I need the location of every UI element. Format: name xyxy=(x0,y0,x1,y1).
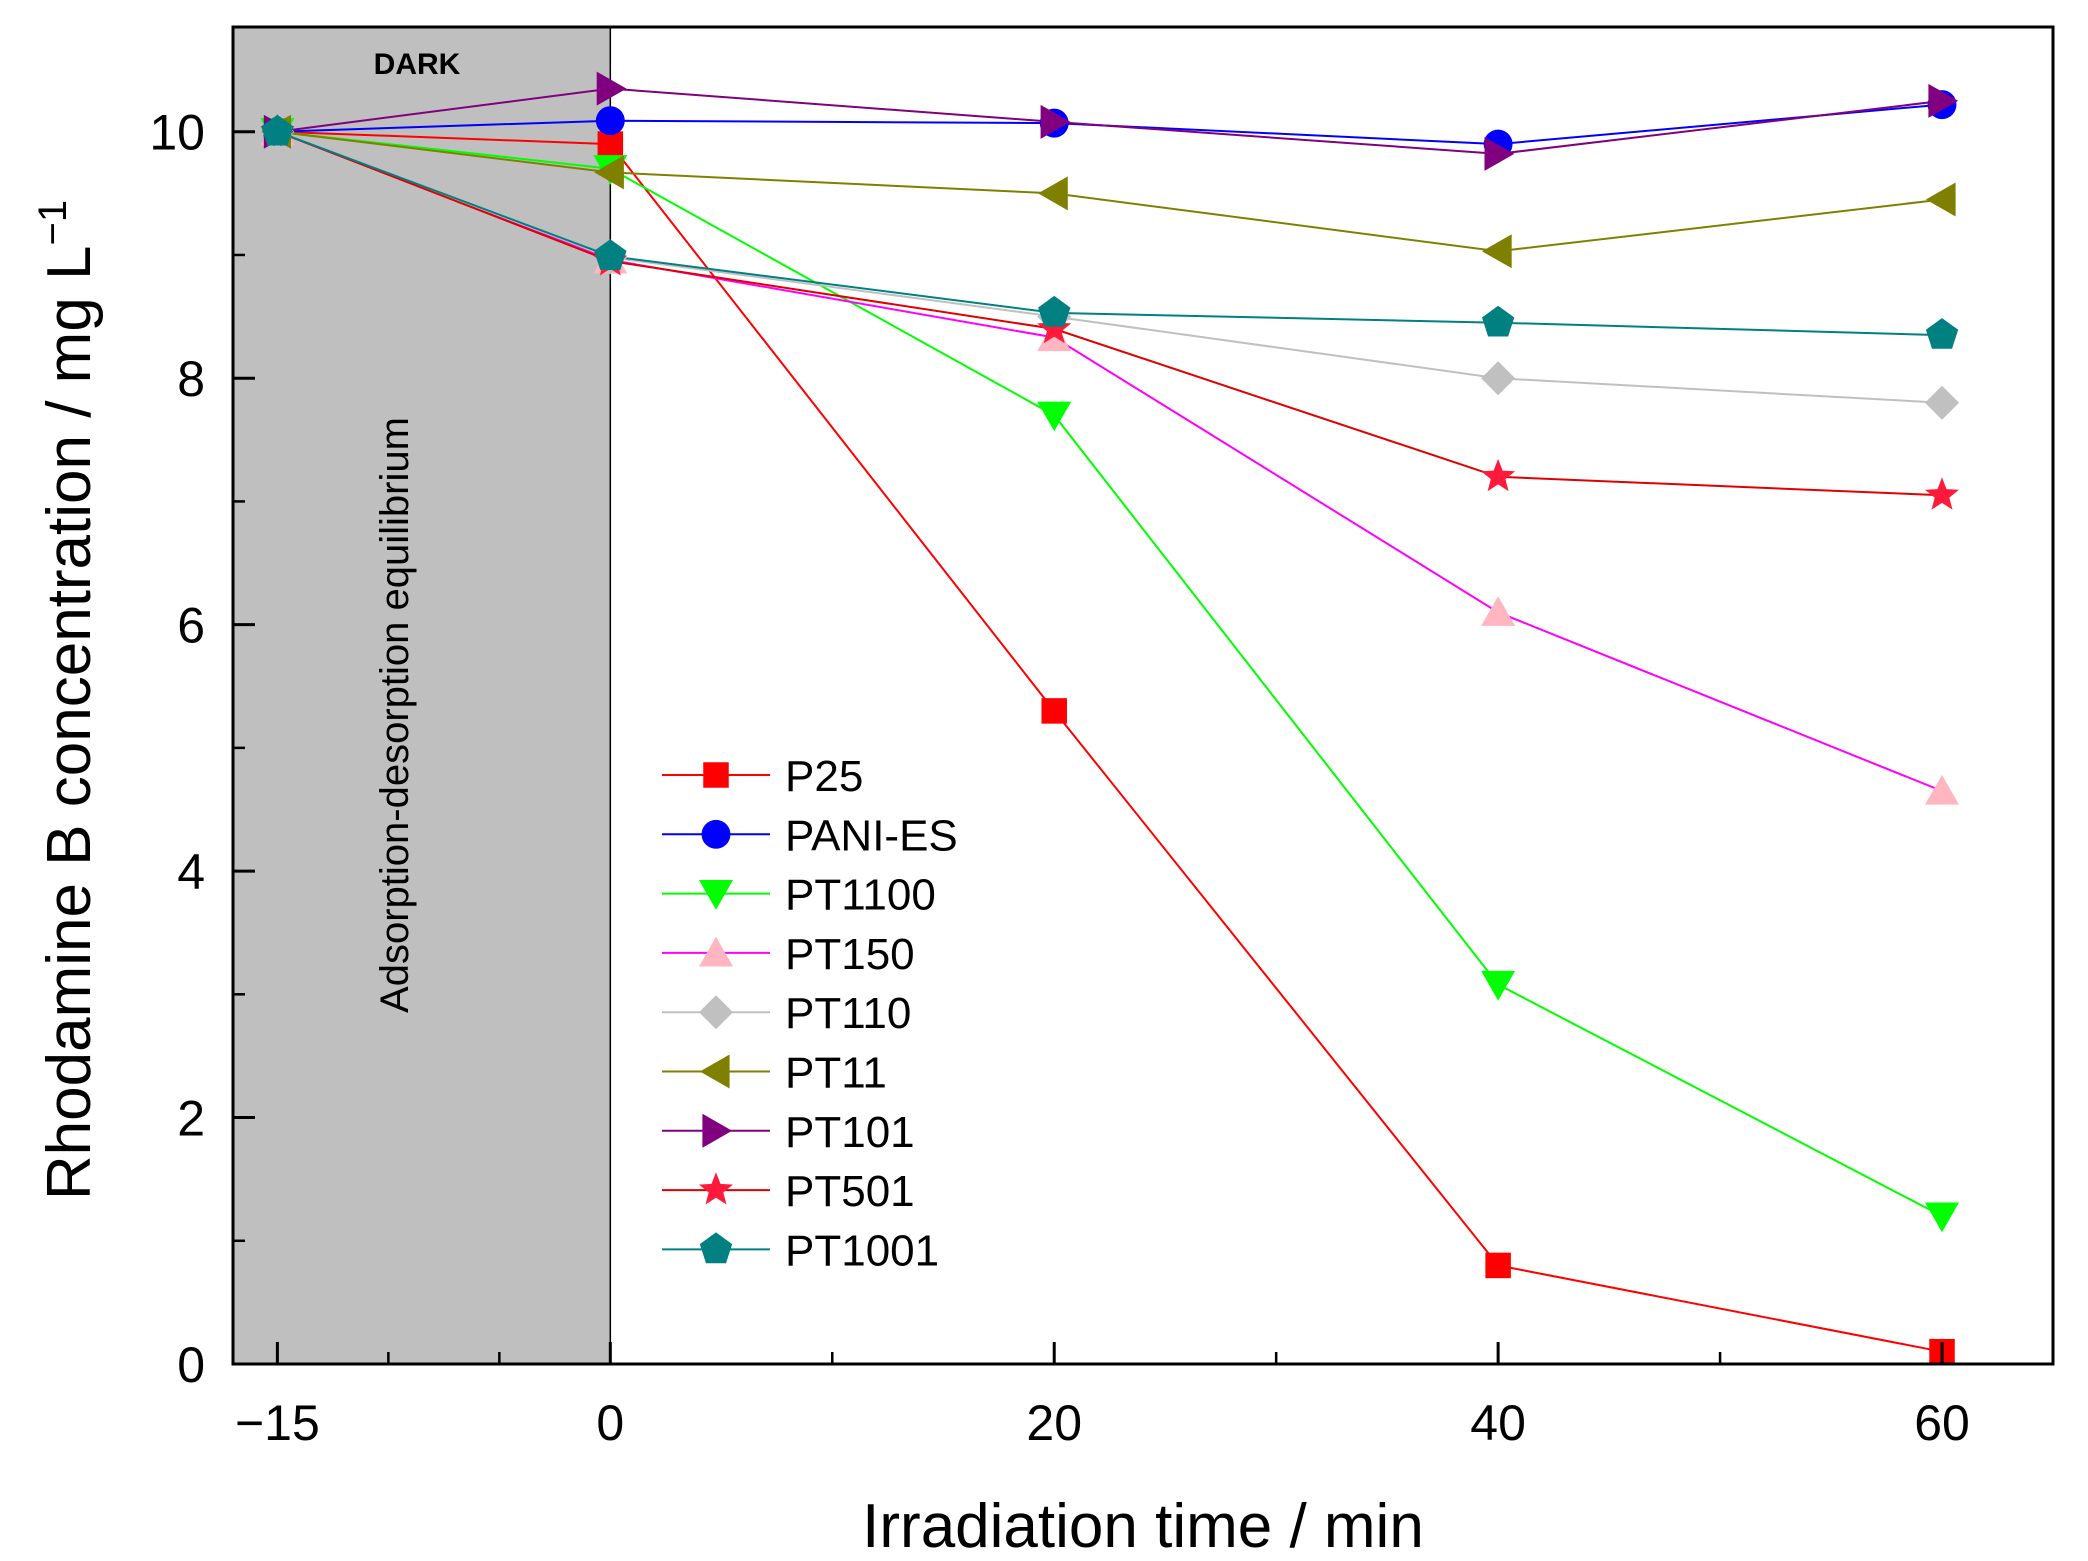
x-axis-title: Irradiation time / min xyxy=(862,1492,1424,1561)
data-point xyxy=(596,71,627,106)
equilibrium-annotation: Adsorption-desorption equilibrium xyxy=(373,417,417,1013)
data-point xyxy=(1925,182,1956,217)
y-tick-label: 6 xyxy=(177,598,205,654)
data-point xyxy=(594,155,624,190)
legend-label: PT101 xyxy=(785,1108,915,1157)
y-axis-title-text: Rhodamine B concentration / mg L xyxy=(35,245,104,1200)
legend-item: PANI-ES xyxy=(662,811,958,860)
data-point xyxy=(1038,176,1068,211)
data-point xyxy=(1925,477,1959,510)
legend-label: PT11 xyxy=(785,1049,887,1098)
y-tick-label: 8 xyxy=(177,351,205,407)
legend-item: PT150 xyxy=(662,930,915,979)
data-point xyxy=(1041,698,1067,724)
legend-item: PT11 xyxy=(662,1049,887,1098)
legend-marker xyxy=(699,995,733,1030)
legend-item: PT101 xyxy=(662,1108,915,1157)
data-point xyxy=(261,114,294,146)
legend-label: PT1100 xyxy=(785,871,936,920)
data-point xyxy=(1484,136,1515,171)
legend-marker xyxy=(699,1054,730,1089)
y-axis-title: Rhodamine B concentration / mg L−1 xyxy=(31,200,104,1200)
data-point xyxy=(1485,1252,1511,1279)
data-point xyxy=(1482,305,1515,337)
legend-marker xyxy=(703,762,729,788)
legend-label: PT1001 xyxy=(785,1226,939,1275)
legend-marker xyxy=(699,1232,733,1264)
legend-item: PT1001 xyxy=(662,1226,939,1275)
y-tick-label: 10 xyxy=(149,105,205,161)
dark-region xyxy=(233,27,611,1364)
data-point xyxy=(594,239,627,270)
legend-label: P25 xyxy=(785,752,863,801)
plot-frame xyxy=(231,25,2055,1366)
data-point xyxy=(1481,596,1516,626)
legend-label: PT110 xyxy=(785,989,911,1038)
data-point xyxy=(1481,361,1516,396)
data-point xyxy=(1040,104,1071,139)
x-tick-label: 0 xyxy=(596,1395,624,1451)
legend-marker xyxy=(701,819,731,849)
data-point xyxy=(1925,774,1959,805)
x-tick-label: −15 xyxy=(235,1395,320,1451)
data-point xyxy=(1925,1202,1959,1233)
axis-ticks: −15 0 20 40 60 0 2 4 6 8 10 xyxy=(149,105,1969,1451)
x-tick-label: 60 xyxy=(1914,1395,1970,1451)
y-tick-label: 0 xyxy=(177,1337,205,1393)
data-point xyxy=(1038,295,1071,327)
data-point xyxy=(597,131,624,157)
y-axis-title-superscript: −1 xyxy=(31,200,75,246)
legend-item: PT110 xyxy=(662,989,911,1038)
legend-marker xyxy=(699,880,733,910)
legend-marker xyxy=(699,936,733,967)
legend-item: PT1100 xyxy=(662,871,936,920)
x-tick-label: 40 xyxy=(1470,1395,1526,1451)
legend-marker xyxy=(699,1172,733,1205)
x-tick-label: 20 xyxy=(1026,1395,1082,1451)
series-markers-pt1001 xyxy=(261,114,1959,349)
data-point xyxy=(1925,318,1959,349)
dark-label: DARK xyxy=(374,48,461,81)
legend-item: PT501 xyxy=(662,1167,915,1216)
data-point xyxy=(1482,234,1512,269)
data-point xyxy=(1037,311,1072,344)
legend-label: PANI-ES xyxy=(785,811,958,860)
data-point xyxy=(1481,970,1516,1001)
data-point xyxy=(1481,458,1516,492)
data-point xyxy=(595,106,625,136)
data-point xyxy=(1925,385,1959,420)
legend: P25 PANI-ES PT1100 PT150 PT110 PT11 PT101 PT501… xyxy=(662,752,958,1275)
legend-marker xyxy=(702,1113,733,1148)
data-point xyxy=(1928,83,1959,118)
series-layer xyxy=(260,71,1959,1365)
legend-item: P25 xyxy=(662,752,863,801)
svg-text:Rhodamine B concentration / mg: Rhodamine B concentration / mg L−1 xyxy=(31,200,104,1200)
y-tick-label: 2 xyxy=(177,1091,205,1147)
legend-label: PT150 xyxy=(785,930,915,979)
legend-label: PT501 xyxy=(785,1167,915,1216)
y-tick-label: 4 xyxy=(177,844,205,900)
data-point xyxy=(1037,401,1072,432)
